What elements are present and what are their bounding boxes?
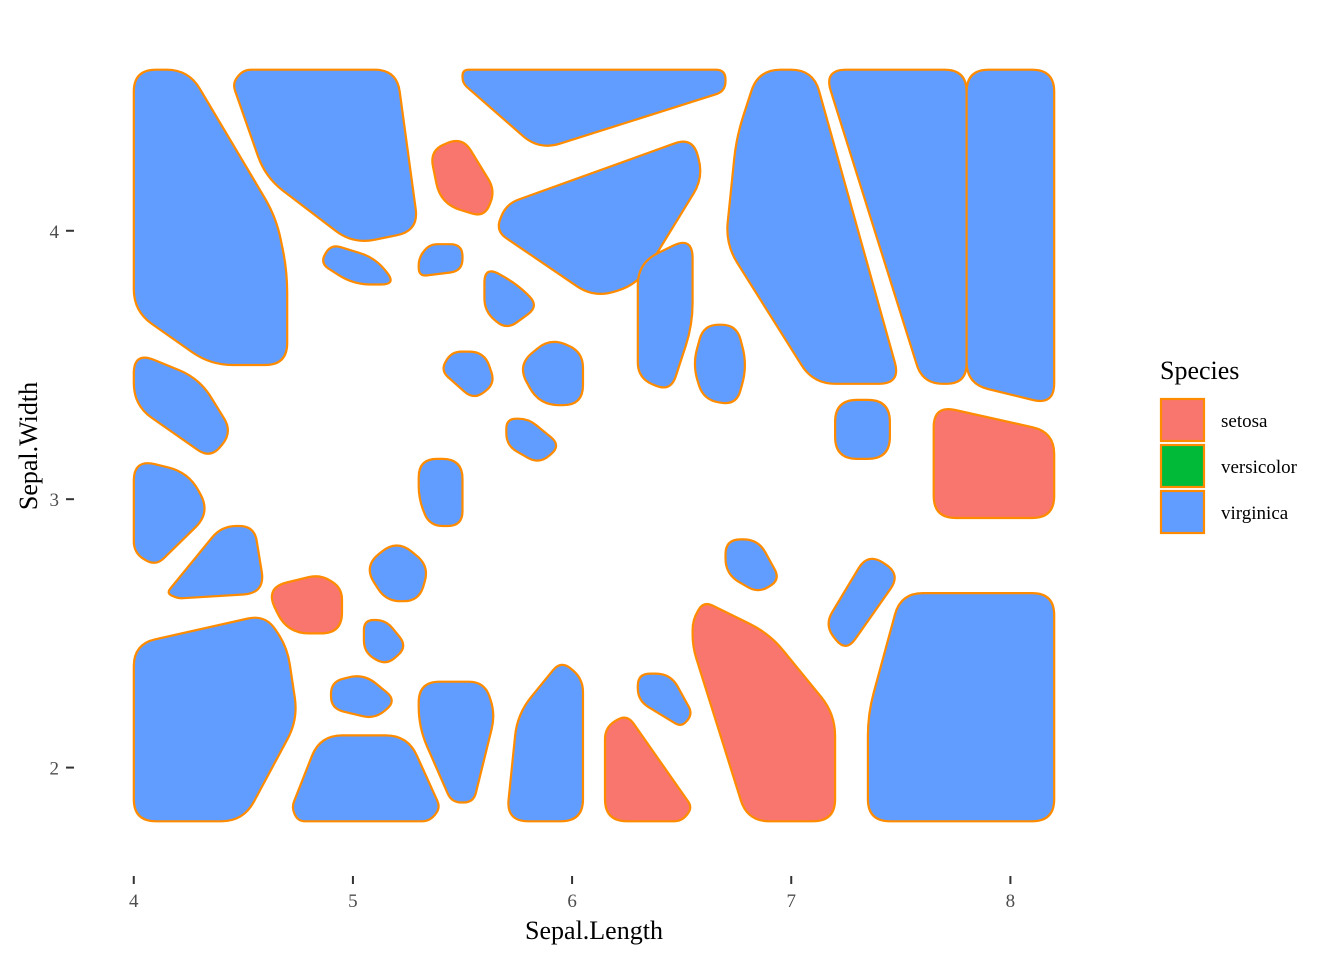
tile-virginica-18 xyxy=(505,417,558,462)
tile-setosa-6 xyxy=(431,139,494,216)
legend-key-versicolor xyxy=(1159,443,1206,489)
tile-virginica-8 xyxy=(322,245,392,286)
x-axis: 4 5 6 7 8 xyxy=(129,876,1015,912)
y-tick-label: 2 xyxy=(50,759,60,780)
tile-virginica-14 xyxy=(521,340,585,407)
tile-setosa-25 xyxy=(270,575,344,635)
legend-label-setosa: setosa xyxy=(1221,411,1268,432)
tile-virginica-9 xyxy=(417,243,464,277)
y-axis: 2 3 4 xyxy=(50,222,74,780)
legend-key-virginica xyxy=(1159,489,1206,535)
tile-virginica-16 xyxy=(834,398,891,460)
tile-virginica-15 xyxy=(132,356,229,455)
tile-setosa-26 xyxy=(691,602,837,823)
tile-setosa-34 xyxy=(603,716,692,823)
tile-virginica-19 xyxy=(132,462,206,564)
tile-virginica-35 xyxy=(291,734,440,823)
tile-virginica-23 xyxy=(724,538,778,592)
tile-virginica-22 xyxy=(368,544,428,603)
tile-virginica-1 xyxy=(233,68,418,242)
tile-virginica-32 xyxy=(507,663,585,823)
tile-virginica-13 xyxy=(442,350,494,398)
tile-virginica-2 xyxy=(461,68,727,147)
y-tick-label: 4 xyxy=(50,222,60,243)
x-tick-label: 4 xyxy=(129,891,139,912)
tile-setosa-17 xyxy=(932,408,1056,520)
x-tick-label: 8 xyxy=(1006,891,1016,912)
tile-virginica-30 xyxy=(329,675,393,719)
tile-virginica-24 xyxy=(827,557,896,648)
legend-label-virginica: virginica xyxy=(1221,503,1289,524)
tile-virginica-12 xyxy=(693,323,746,405)
tiles-layer xyxy=(132,68,1056,823)
y-axis-title: Sepal.Width xyxy=(14,382,43,510)
x-tick-label: 5 xyxy=(348,891,358,912)
tile-virginica-20 xyxy=(417,457,464,528)
tile-virginica-31 xyxy=(417,680,495,804)
tile-virginica-11 xyxy=(636,241,694,389)
x-tick-label: 7 xyxy=(786,891,796,912)
tile-virginica-21 xyxy=(167,524,264,600)
legend-key-setosa xyxy=(1159,397,1206,443)
x-axis-title: Sepal.Length xyxy=(525,916,663,945)
tile-virginica-27 xyxy=(866,592,1056,823)
tile-virginica-10 xyxy=(483,270,535,328)
tile-virginica-33 xyxy=(636,672,692,726)
legend-label-versicolor: versicolor xyxy=(1221,457,1298,478)
x-tick-label: 6 xyxy=(567,891,577,912)
legend-title: Species xyxy=(1160,356,1239,385)
tile-virginica-0 xyxy=(132,68,289,367)
y-tick-label: 3 xyxy=(50,490,60,511)
tile-virginica-3 xyxy=(726,68,898,385)
tile-virginica-5 xyxy=(965,68,1056,402)
legend: Species setosa versicolor virginica xyxy=(1159,356,1298,535)
tile-virginica-29 xyxy=(362,618,405,664)
tile-virginica-28 xyxy=(132,616,297,823)
